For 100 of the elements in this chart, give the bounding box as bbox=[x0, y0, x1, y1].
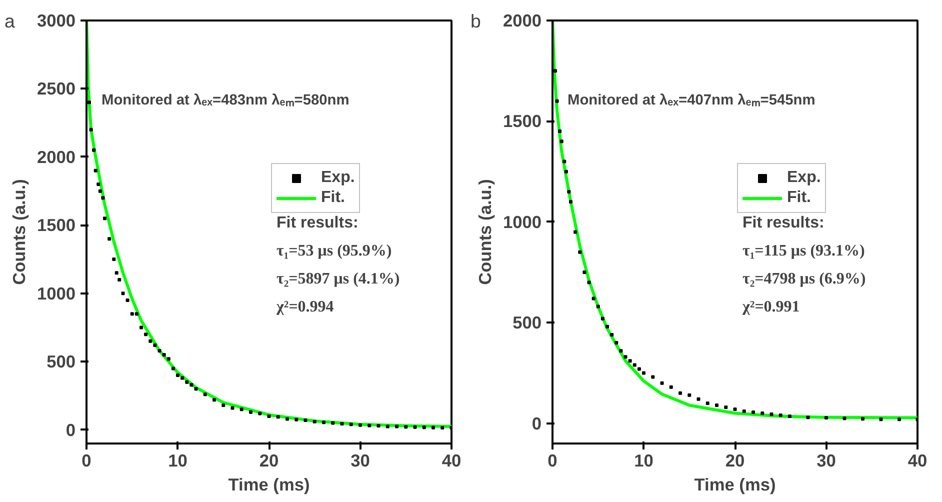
point bbox=[578, 250, 582, 254]
y-tick-label: 1500 bbox=[36, 215, 76, 236]
y-tick-label: 1000 bbox=[502, 212, 542, 232]
point bbox=[861, 417, 864, 421]
point bbox=[567, 190, 571, 194]
point bbox=[651, 375, 655, 379]
annotation: Fit results: bbox=[276, 214, 358, 232]
point bbox=[108, 237, 112, 241]
y-tick-label: 0 bbox=[66, 420, 76, 440]
point bbox=[312, 420, 316, 424]
point bbox=[121, 292, 125, 296]
x-tick-label: 30 bbox=[350, 450, 370, 470]
annotation: τ₂=5897 μs (4.1%) bbox=[276, 270, 400, 288]
point bbox=[582, 270, 586, 274]
point bbox=[628, 359, 632, 363]
point bbox=[134, 312, 138, 316]
point bbox=[706, 401, 710, 405]
point bbox=[162, 353, 166, 357]
point bbox=[148, 339, 152, 343]
x-tick-label: 0 bbox=[82, 450, 92, 470]
annotation: τ₁=53 μs (95.9%) bbox=[276, 242, 392, 260]
point bbox=[92, 148, 96, 152]
y-tick-label: 2000 bbox=[502, 10, 542, 30]
point bbox=[596, 304, 600, 308]
y-tick-label: 0 bbox=[532, 413, 542, 434]
point bbox=[185, 380, 189, 384]
point bbox=[788, 414, 792, 418]
text: a bbox=[4, 10, 16, 32]
point bbox=[619, 349, 623, 353]
x-axis-title: Time (ms) bbox=[228, 474, 310, 494]
point bbox=[180, 376, 184, 380]
point bbox=[103, 216, 106, 220]
point bbox=[386, 424, 390, 428]
point bbox=[395, 424, 398, 428]
point bbox=[89, 128, 93, 132]
annotation: τ₂=4798 μs (6.9%) bbox=[742, 270, 866, 288]
annotation: Monitored at λₑₓ=483nm λₑₘ=580nm bbox=[102, 92, 350, 108]
point bbox=[130, 312, 134, 316]
legend-label: Fit. bbox=[787, 189, 811, 207]
point bbox=[558, 130, 562, 134]
point bbox=[340, 422, 344, 426]
point bbox=[286, 417, 289, 421]
text: b bbox=[470, 10, 481, 32]
point bbox=[94, 168, 98, 172]
x-tick-label: 40 bbox=[908, 450, 928, 470]
point bbox=[806, 416, 810, 420]
point bbox=[715, 403, 718, 407]
line-series bbox=[86, 20, 452, 428]
point bbox=[404, 425, 408, 429]
point bbox=[276, 415, 280, 419]
point bbox=[87, 100, 91, 104]
point bbox=[413, 425, 417, 429]
point bbox=[322, 420, 326, 424]
point bbox=[569, 200, 572, 204]
point bbox=[574, 230, 578, 234]
point bbox=[842, 416, 846, 420]
point bbox=[562, 160, 566, 164]
point bbox=[553, 69, 557, 73]
point bbox=[358, 423, 362, 427]
point bbox=[760, 412, 764, 416]
legend-label: Exp. bbox=[787, 169, 821, 187]
point bbox=[144, 332, 148, 336]
annotation: χ²=0.994 bbox=[276, 298, 334, 316]
y-axis-title: Counts (a.u.) bbox=[474, 179, 495, 285]
point bbox=[176, 374, 180, 378]
point bbox=[432, 426, 435, 430]
y-tick-label: 500 bbox=[512, 312, 542, 333]
x-tick-label: 20 bbox=[259, 450, 279, 470]
point bbox=[587, 280, 591, 284]
y-tick-label: 500 bbox=[46, 352, 76, 372]
x-tick-label: 10 bbox=[634, 450, 654, 470]
point bbox=[171, 366, 175, 370]
y-tick-label: 1000 bbox=[36, 283, 76, 304]
point bbox=[258, 412, 262, 416]
y-axis-title: Counts (a.u.) bbox=[8, 179, 29, 285]
point bbox=[440, 426, 444, 430]
point bbox=[98, 189, 102, 193]
point bbox=[249, 410, 252, 414]
point bbox=[688, 393, 692, 397]
point bbox=[331, 421, 335, 425]
point bbox=[752, 410, 755, 414]
point bbox=[610, 332, 614, 336]
point bbox=[222, 404, 226, 408]
point bbox=[368, 424, 372, 428]
point bbox=[230, 406, 234, 410]
annotation: τ₁=115 μs (93.1%) bbox=[742, 242, 865, 260]
annotation: χ²=0.991 bbox=[742, 298, 800, 316]
point bbox=[592, 296, 596, 300]
point bbox=[696, 397, 700, 401]
point bbox=[203, 392, 207, 396]
point bbox=[240, 408, 244, 412]
x-tick-label: 20 bbox=[725, 450, 745, 470]
x-tick-label: 0 bbox=[548, 450, 558, 470]
point bbox=[190, 383, 194, 387]
point bbox=[606, 324, 609, 328]
point bbox=[632, 363, 636, 367]
y-tick-label: 1500 bbox=[502, 111, 542, 132]
x-axis-title: Time (ms) bbox=[694, 474, 776, 494]
point bbox=[879, 418, 883, 422]
point bbox=[267, 414, 271, 418]
